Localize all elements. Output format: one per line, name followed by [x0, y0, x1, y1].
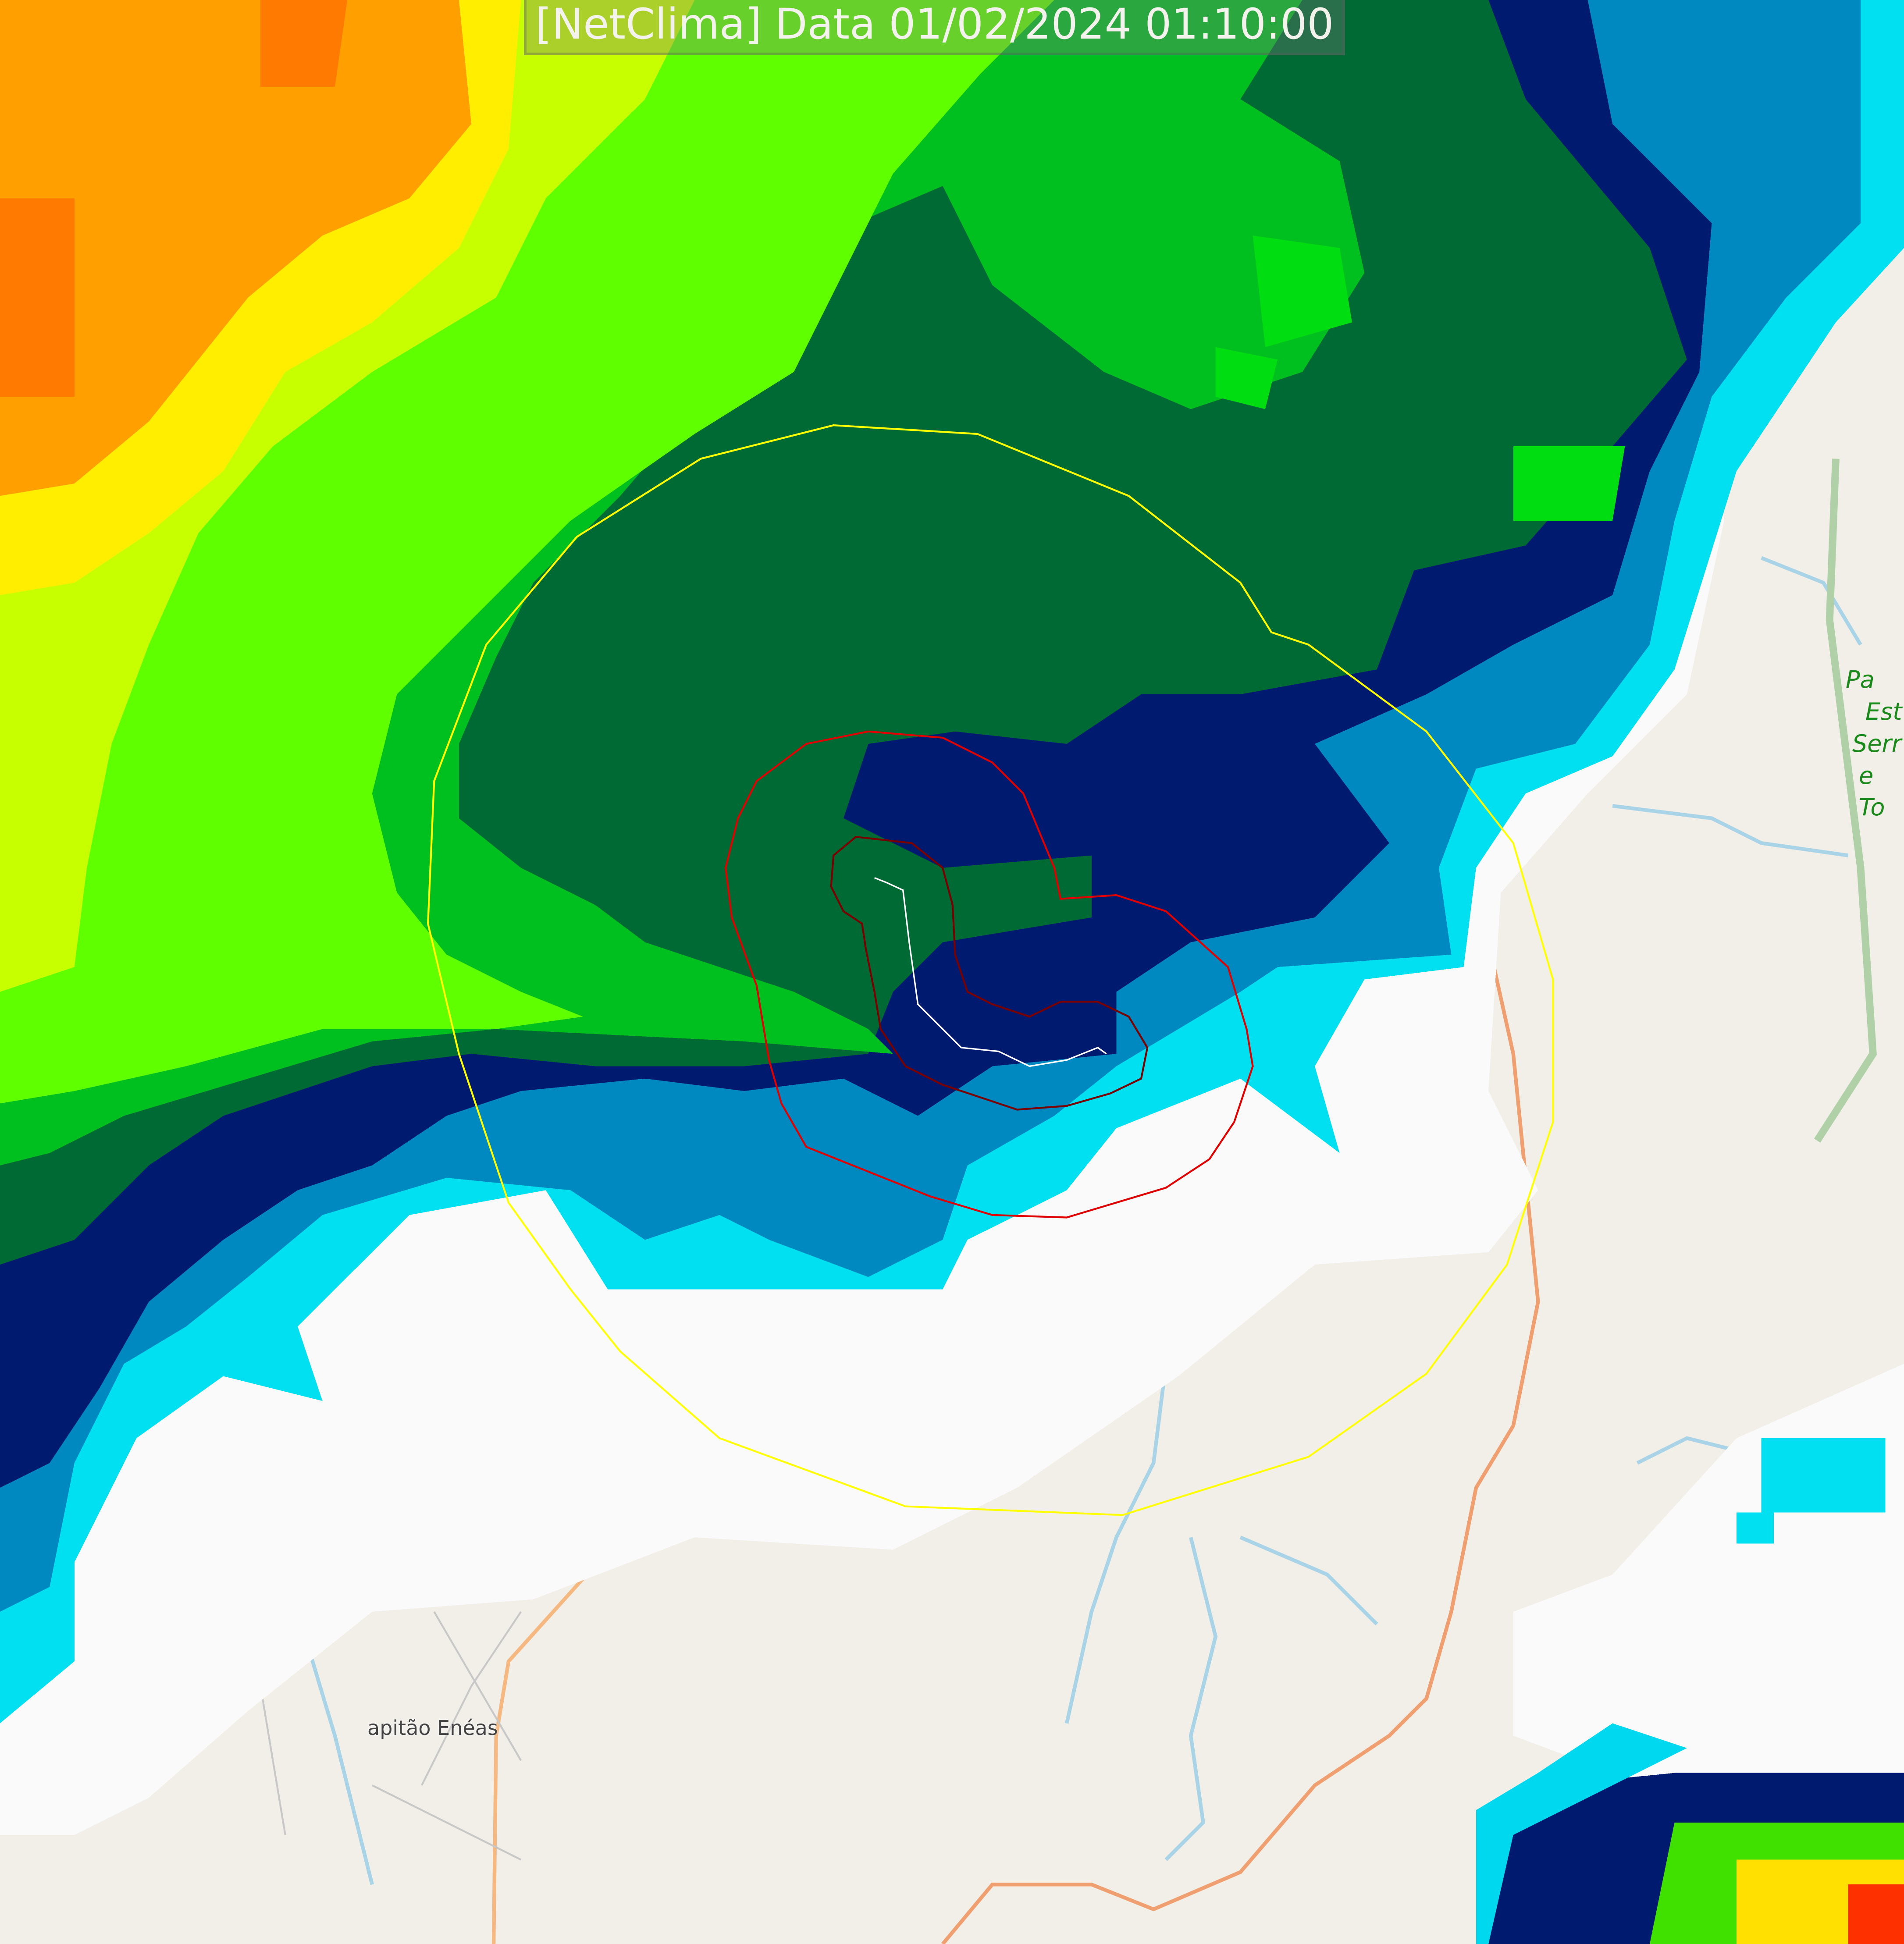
radar-orange [0, 0, 472, 496]
radar-range-ring [427, 424, 1554, 1516]
timestamp-title: [NetClima] Data 01/02/2024 01:10:00 [524, 0, 1345, 55]
radar-se-red [1848, 1884, 1904, 1944]
park-label-line-1: Pa [1846, 666, 1875, 693]
park-label-line-2: Est [1865, 698, 1902, 725]
radar-cyan-se [1737, 1438, 1886, 1544]
storm-contour [724, 730, 1254, 1219]
park-label-line-3: Serr [1852, 730, 1901, 757]
inner-contour [830, 835, 1149, 1111]
storm-track [874, 877, 1107, 1067]
town-label: apitão Enéas [367, 1716, 498, 1740]
radar-green-ne [1215, 235, 1625, 521]
radar-deep-orange [0, 0, 348, 397]
park-label-line-4: e To [1859, 762, 1885, 821]
radar-se-cyan [1476, 1723, 1687, 1944]
